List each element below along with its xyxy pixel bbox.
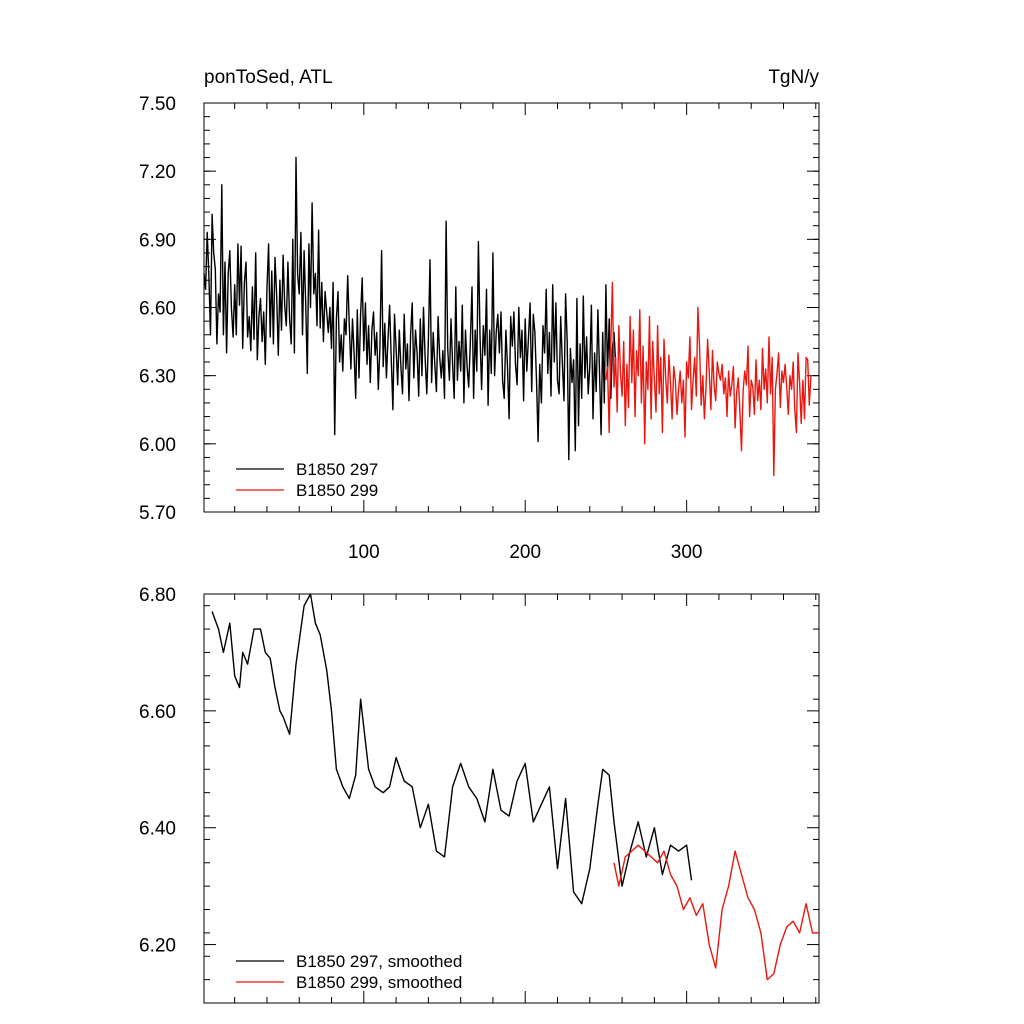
y-tick-label: 6.40 (139, 819, 176, 840)
legend-label-b1850-297-smoothed: B1850 297, smoothed (296, 952, 462, 971)
y-tick-label: 7.50 (139, 94, 176, 115)
y-tick-label: 6.00 (139, 435, 176, 456)
legend-label-b1850-297: B1850 297 (296, 460, 378, 479)
y-tick-label: 6.60 (139, 299, 176, 320)
top-unit-label: TgN/y (768, 67, 819, 88)
legend-label-b1850-299-smoothed: B1850 299, smoothed (296, 973, 462, 992)
x-tick-label: 300 (671, 542, 703, 563)
bottom-x-axis (234, 594, 817, 1003)
bottom-plot-frame (203, 593, 820, 1004)
bottom-series-group (211, 593, 819, 981)
y-tick-label: 6.80 (139, 585, 176, 606)
top-y-axis: 5.70 6.00 6.30 6.60 6.90 7.20 7.50 (139, 94, 819, 524)
x-tick-label: 100 (348, 542, 380, 563)
x-tick-label: 200 (509, 542, 541, 563)
bottom-y-axis: 6.20 6.40 6.60 6.80 (139, 585, 819, 1004)
bottom-legend: B1850 297, smoothed B1850 299, smoothed (236, 952, 462, 992)
y-tick-label: 6.20 (139, 936, 176, 957)
top-series-group (203, 156, 812, 477)
series-line-b1850-297 (203, 156, 617, 461)
y-tick-label: 6.30 (139, 367, 176, 388)
y-tick-label: 6.60 (139, 702, 176, 723)
top-panel: ponToSed, ATL TgN/y 5.70 6.00 6.30 6.60 6.90… (139, 67, 820, 563)
top-chart-title: ponToSed, ATL (204, 67, 333, 88)
legend-label-b1850-299: B1850 299 (296, 481, 378, 500)
y-tick-label: 6.90 (139, 230, 176, 251)
y-tick-label: 5.70 (139, 503, 176, 524)
bottom-panel: 6.20 6.40 6.60 6.80 B1850 297, smoothed B18… (139, 585, 820, 1004)
series-line-b1850-297-smoothed (211, 593, 693, 905)
y-tick-label: 7.20 (139, 162, 176, 183)
series-line-b1850-299-smoothed (613, 844, 819, 981)
top-legend: B1850 297 B1850 299 (236, 460, 378, 500)
series-line-b1850-299 (605, 281, 812, 477)
top-x-axis: 100 200 300 (234, 103, 817, 563)
